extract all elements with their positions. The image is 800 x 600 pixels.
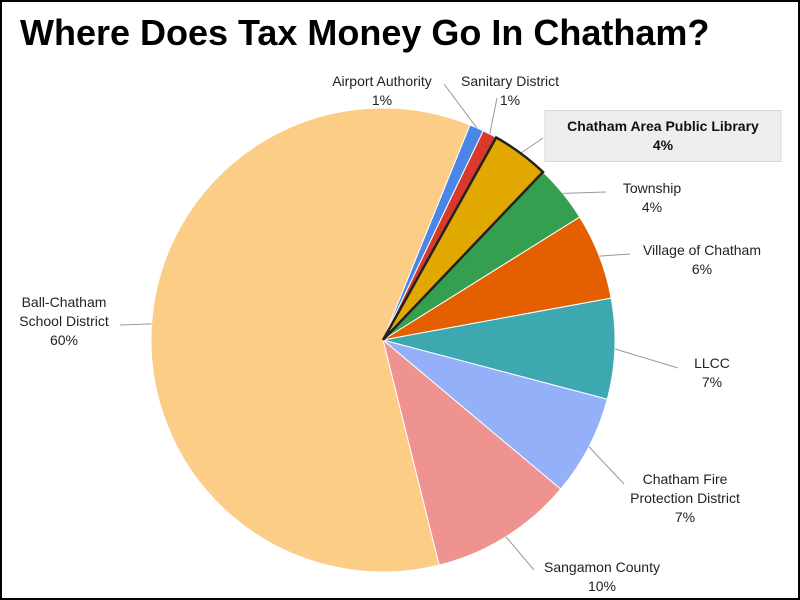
label-name: Township (622, 180, 682, 196)
slice-label: Township 4% (592, 179, 712, 217)
highlight-outline (381, 135, 545, 341)
label-value: 6% (691, 261, 713, 277)
leader-line (119, 323, 152, 326)
label-value: 4% (641, 199, 663, 215)
leader-line (562, 191, 607, 194)
label-name: Chatham Fire Protection District (630, 471, 740, 506)
pie-slice (150, 107, 471, 573)
label-value: 1% (371, 92, 393, 108)
leader-line (505, 536, 535, 571)
label-name: Sangamon County (544, 559, 660, 575)
label-value: 1% (499, 92, 521, 108)
slice-label: Ball-Chatham School District 60% (9, 293, 119, 350)
label-value: 60% (49, 332, 79, 348)
leader-line (599, 253, 631, 257)
slice-label: Sanitary District 1% (440, 72, 580, 110)
slice-label: Village of Chatham 6% (627, 241, 777, 279)
slice-label: Sangamon County 10% (527, 558, 677, 596)
label-name: Ball-Chatham School District (19, 294, 109, 329)
slice-label: Airport Authority 1% (312, 72, 452, 110)
pie-slice (382, 339, 608, 490)
leader-line (588, 446, 625, 485)
label-name: Chatham Area Public Library (567, 118, 759, 134)
slice-label: LLCC 7% (672, 354, 752, 392)
chart-title: Where Does Tax Money Go In Chatham? (20, 12, 710, 53)
label-name: Airport Authority (332, 73, 432, 89)
pie-slice (382, 297, 616, 400)
leader-line (489, 97, 498, 135)
label-value: 4% (652, 137, 674, 153)
leader-line (443, 83, 478, 129)
leader-line (520, 137, 544, 154)
label-value: 7% (674, 509, 696, 525)
label-value: 7% (701, 374, 723, 390)
label-value: 10% (587, 578, 617, 594)
leader-line (614, 348, 679, 369)
slice-label: Chatham Area Public Library 4% (544, 110, 782, 162)
slice-label: Chatham Fire Protection District 7% (618, 470, 753, 527)
label-name: Sanitary District (460, 73, 560, 89)
label-name: LLCC (694, 355, 730, 371)
label-name: Village of Chatham (642, 242, 762, 258)
